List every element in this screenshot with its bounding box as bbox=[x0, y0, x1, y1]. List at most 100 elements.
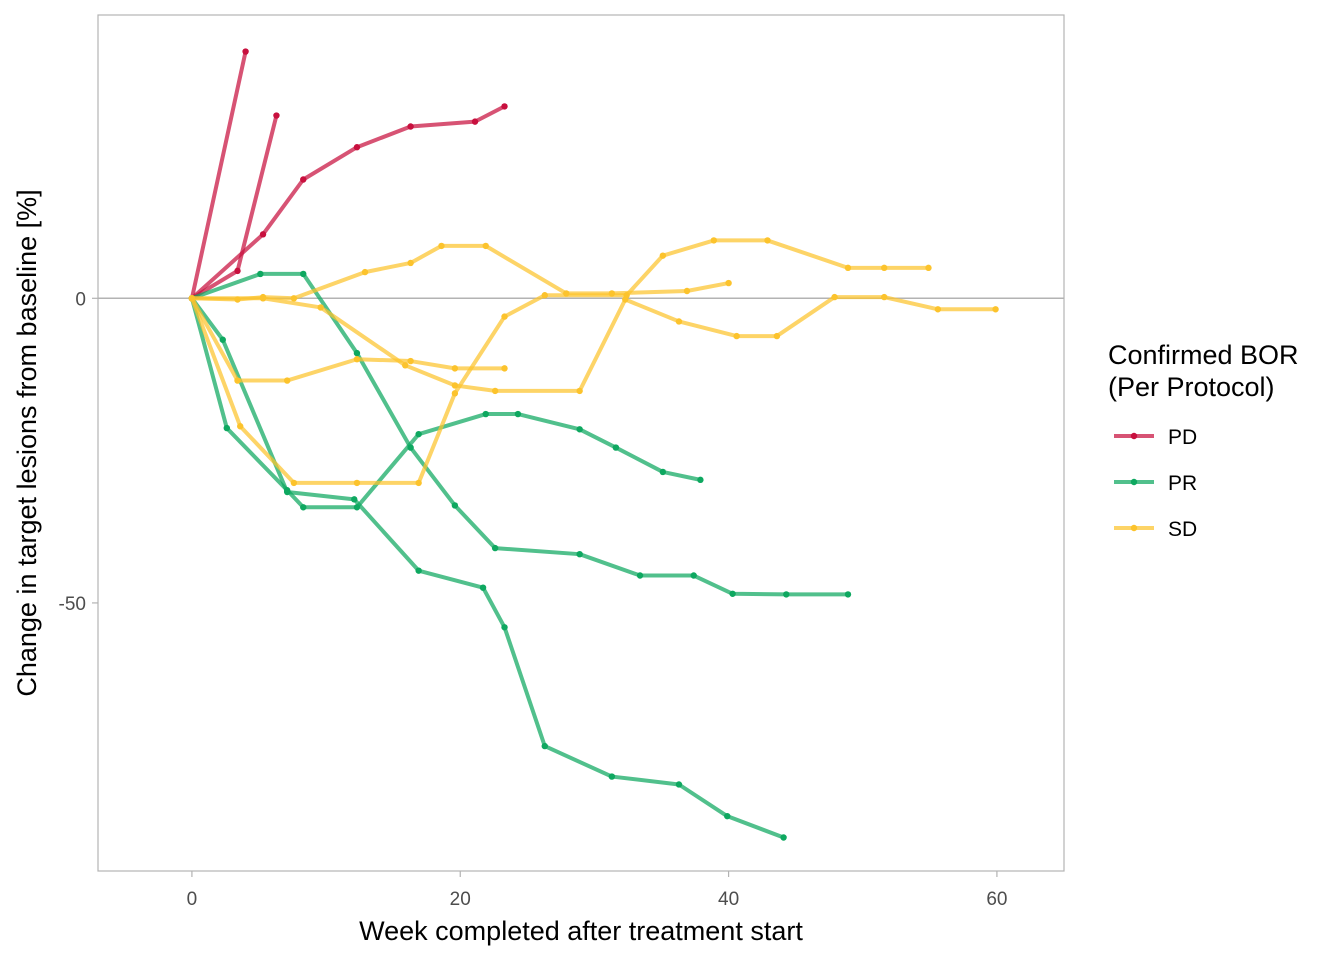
data-point bbox=[415, 567, 422, 574]
legend-title-line-2: (Per Protocol) bbox=[1108, 372, 1275, 402]
data-point bbox=[351, 496, 358, 503]
data-point bbox=[783, 591, 790, 598]
data-point bbox=[675, 781, 683, 788]
data-point bbox=[259, 231, 267, 238]
data-point bbox=[729, 590, 736, 597]
data-point bbox=[541, 742, 548, 750]
data-point bbox=[407, 259, 414, 267]
data-point bbox=[407, 357, 414, 365]
data-point bbox=[675, 318, 683, 325]
data-point bbox=[438, 242, 445, 250]
x-tick-label: 20 bbox=[450, 889, 471, 910]
data-point bbox=[541, 292, 548, 299]
legend-title-line-1: Confirmed BOR bbox=[1108, 340, 1299, 370]
legend-key-point bbox=[1130, 478, 1138, 486]
data-point bbox=[283, 487, 291, 494]
data-point bbox=[514, 410, 522, 418]
data-point bbox=[608, 773, 616, 780]
data-point bbox=[242, 48, 249, 55]
y-tick-label: 0 bbox=[75, 289, 86, 310]
data-point bbox=[576, 550, 583, 558]
data-point bbox=[353, 504, 361, 511]
series-line bbox=[189, 49, 248, 301]
panel-border bbox=[97, 14, 1065, 872]
data-point bbox=[780, 834, 787, 841]
data-point bbox=[353, 144, 361, 151]
data-point bbox=[934, 306, 942, 313]
data-point bbox=[259, 295, 267, 302]
x-tick-label: 60 bbox=[986, 889, 1007, 910]
y-tick-label: -50 bbox=[59, 594, 86, 615]
series-line bbox=[189, 296, 703, 510]
data-point bbox=[451, 502, 459, 509]
data-point bbox=[290, 295, 298, 302]
data-point bbox=[501, 624, 508, 631]
data-point bbox=[659, 468, 667, 476]
data-point bbox=[451, 365, 459, 372]
data-point bbox=[725, 279, 732, 287]
x-axis-title: Week completed after treatment start bbox=[359, 916, 803, 946]
legend: Confirmed BOR (Per Protocol) PD PR SD bbox=[1108, 340, 1299, 541]
data-point bbox=[219, 336, 226, 343]
data-point bbox=[501, 103, 508, 110]
data-point bbox=[283, 377, 291, 384]
data-point bbox=[234, 377, 241, 384]
data-point bbox=[273, 112, 280, 119]
data-point bbox=[690, 572, 697, 579]
data-point bbox=[317, 304, 324, 311]
data-point bbox=[501, 313, 508, 320]
legend-label: SD bbox=[1168, 518, 1197, 541]
data-point bbox=[622, 296, 629, 303]
data-point bbox=[697, 476, 704, 484]
legend-entries: PD PR SD bbox=[1114, 426, 1197, 541]
data-point bbox=[300, 176, 307, 183]
x-tick-label: 0 bbox=[187, 889, 198, 910]
data-point bbox=[491, 387, 499, 395]
data-point bbox=[479, 584, 487, 591]
data-point bbox=[407, 123, 414, 130]
data-point bbox=[402, 362, 409, 369]
series-sd-8 bbox=[188, 237, 932, 487]
data-point bbox=[482, 242, 489, 250]
data-point bbox=[223, 424, 230, 432]
data-point bbox=[300, 504, 307, 511]
legend-entry-pd: PD bbox=[1114, 426, 1197, 449]
data-point bbox=[353, 479, 361, 487]
legend-key-point bbox=[1130, 432, 1138, 440]
data-point bbox=[563, 290, 570, 297]
data-point bbox=[482, 410, 489, 418]
series-sd-10 bbox=[188, 293, 999, 395]
data-point bbox=[773, 332, 781, 340]
legend-label: PR bbox=[1168, 472, 1197, 495]
data-point bbox=[188, 295, 196, 302]
data-point bbox=[471, 118, 479, 125]
data-point bbox=[415, 430, 422, 438]
data-point bbox=[576, 426, 583, 433]
data-point bbox=[636, 572, 644, 579]
data-point bbox=[844, 264, 852, 272]
data-point bbox=[415, 479, 422, 487]
data-point bbox=[724, 812, 731, 820]
x-tick-label: 40 bbox=[718, 889, 739, 910]
data-point bbox=[608, 290, 616, 297]
data-point bbox=[451, 390, 459, 397]
plot-panel bbox=[97, 14, 1065, 872]
data-point bbox=[925, 264, 932, 272]
series-layer bbox=[188, 48, 999, 841]
data-point bbox=[300, 270, 307, 278]
data-point bbox=[576, 387, 583, 395]
data-point bbox=[881, 293, 888, 301]
data-point bbox=[612, 444, 620, 451]
legend-key-point bbox=[1130, 524, 1138, 532]
data-point bbox=[683, 287, 691, 295]
data-point bbox=[710, 237, 718, 244]
data-point bbox=[659, 252, 667, 259]
data-point bbox=[992, 306, 999, 313]
data-point bbox=[257, 270, 264, 278]
data-point bbox=[501, 365, 508, 372]
data-point bbox=[237, 423, 244, 430]
data-point bbox=[491, 544, 499, 552]
data-point bbox=[234, 267, 241, 275]
y-axis: -50 0 bbox=[59, 289, 98, 615]
